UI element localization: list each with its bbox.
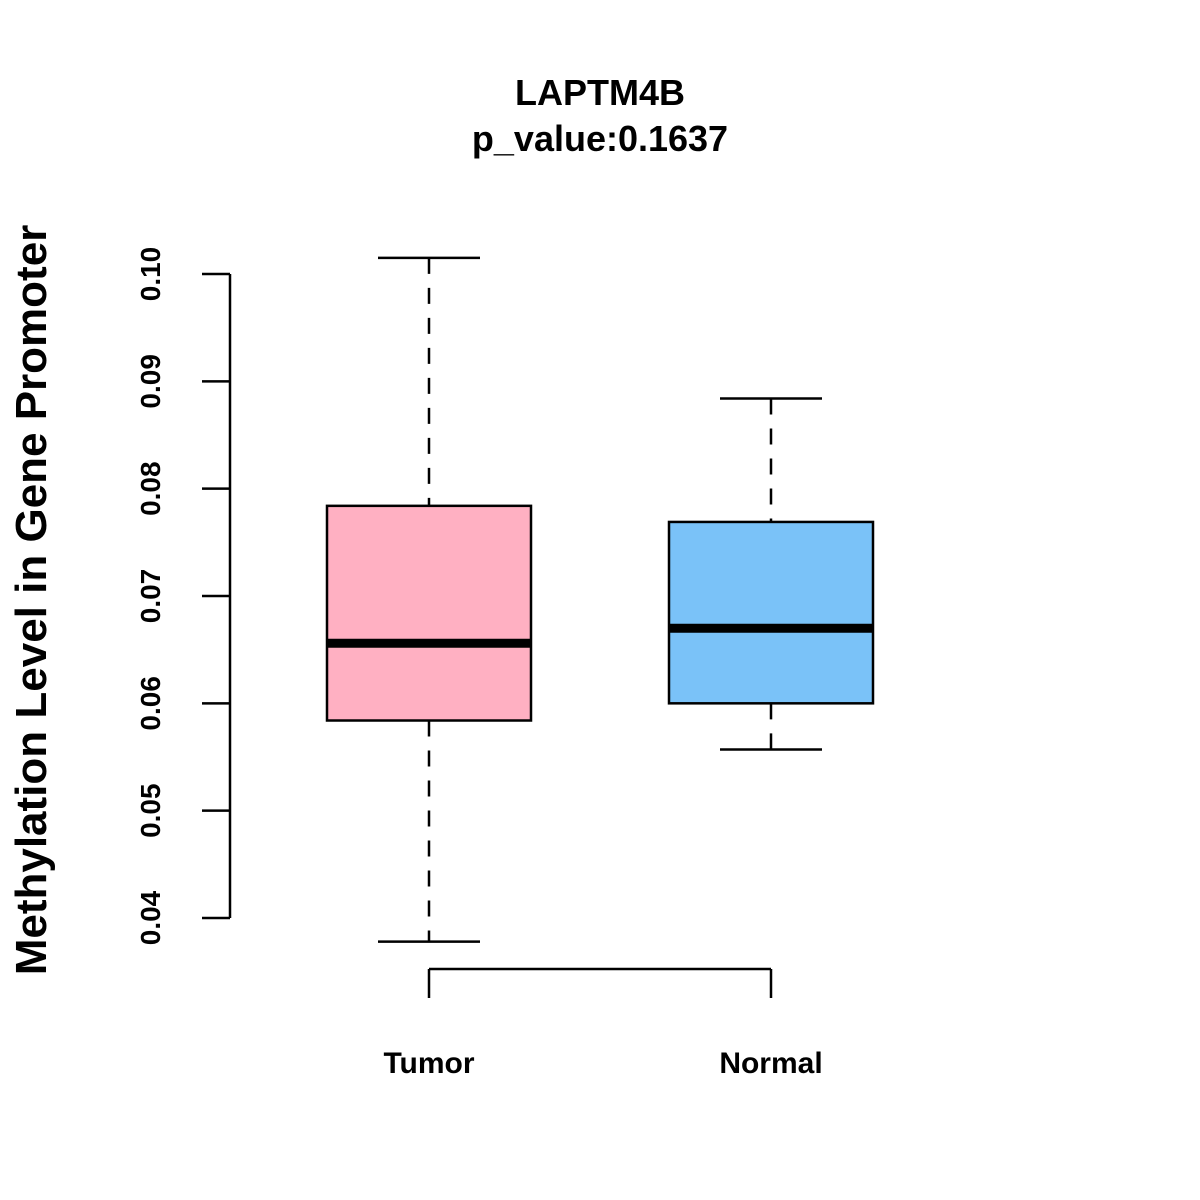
chart-subtitle: p_value:0.1637	[472, 118, 728, 159]
y-axis: 0.04 0.05 0.06 0.07 0.08 0.09 0.10	[135, 247, 232, 945]
iqr-box-tumor	[325, 504, 533, 722]
y-tick-label-5: 0.09	[135, 354, 166, 409]
y-tick-label-2: 0.06	[135, 676, 166, 731]
y-tick-label-3: 0.07	[135, 569, 166, 624]
y-tick-label-1: 0.05	[135, 783, 166, 838]
box-normal	[667, 397, 875, 751]
box-tumor	[325, 256, 533, 943]
x-tick-label-normal: Normal	[719, 1047, 822, 1080]
y-tick-label-0: 0.04	[135, 890, 166, 945]
y-tick-label-4: 0.08	[135, 461, 166, 515]
x-axis: Tumor Normal	[383, 967, 823, 1080]
iqr-box-normal	[667, 520, 875, 705]
y-tick-label-6: 0.10	[135, 247, 166, 302]
x-tick-label-tumor: Tumor	[383, 1047, 474, 1080]
chart-title: LAPTM4B	[515, 72, 685, 113]
y-axis-label: Methylation Level in Gene Promoter	[7, 225, 56, 976]
boxes-group	[325, 256, 875, 943]
